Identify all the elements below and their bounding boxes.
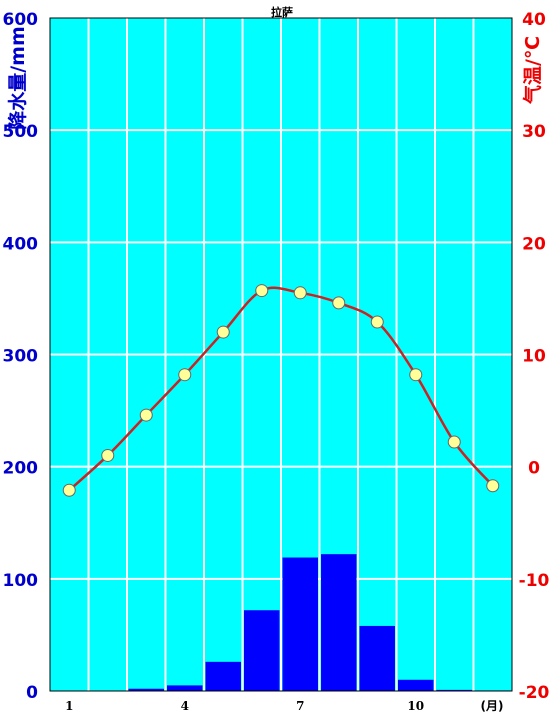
left-axis-ticks: 0 100 200 300 400 500 600 — [3, 10, 39, 703]
temp-point-11 — [447, 435, 461, 449]
precip-bar-9 — [359, 625, 395, 691]
temp-point-9 — [370, 315, 384, 329]
grid-lines — [50, 18, 512, 691]
right-axis-label: 气温/℃ — [521, 36, 544, 105]
precip-bar-3 — [128, 688, 164, 691]
precip-bar-4 — [167, 685, 203, 691]
temperature-markers — [62, 284, 500, 497]
x-tick-label: 4 — [181, 699, 189, 713]
left-tick-label: 200 — [3, 459, 39, 479]
temp-point-1 — [62, 483, 76, 497]
chart-title: 拉萨 — [271, 5, 293, 19]
left-tick-label: 300 — [3, 347, 39, 367]
precip-bar-5 — [205, 661, 241, 691]
left-tick-label: 0 — [26, 683, 38, 703]
right-tick-label: -20 — [519, 683, 550, 703]
temp-point-8 — [332, 296, 346, 310]
precip-bar-7 — [282, 557, 318, 691]
right-tick-label: 40 — [522, 10, 546, 30]
precip-bar-8 — [321, 554, 357, 691]
x-axis-ticks: 1 4 7 10 — [65, 699, 424, 713]
right-tick-label: 10 — [522, 347, 546, 367]
temp-point-3 — [139, 408, 153, 422]
temp-point-6 — [255, 284, 269, 298]
precip-bar-10 — [398, 679, 434, 691]
precip-bar-6 — [244, 610, 280, 691]
left-axis-label: 降水量/mm — [6, 26, 29, 130]
right-tick-label: 20 — [522, 234, 546, 254]
temp-point-2 — [101, 448, 115, 462]
right-tick-label: -10 — [519, 571, 550, 591]
left-tick-label: 500 — [3, 122, 39, 142]
left-tick-label: 400 — [3, 234, 39, 254]
x-tick-label: 7 — [296, 699, 304, 713]
x-tick-label: 10 — [407, 699, 424, 713]
plot-border — [49, 17, 513, 692]
precip-bar-11 — [436, 689, 472, 691]
precipitation-bars — [51, 554, 511, 691]
temp-point-7 — [293, 286, 307, 300]
temp-point-5 — [216, 325, 230, 339]
right-tick-label: 0 — [528, 459, 540, 479]
right-axis-ticks: -20 -10 0 10 20 30 40 — [519, 10, 550, 703]
x-axis-unit: (月) — [481, 699, 504, 713]
temp-point-4 — [178, 368, 192, 382]
left-tick-label: 100 — [3, 571, 39, 591]
x-tick-label: 1 — [65, 699, 73, 713]
temp-point-12 — [486, 479, 500, 493]
left-tick-label: 600 — [3, 10, 39, 30]
right-tick-label: 30 — [522, 122, 546, 142]
temp-point-10 — [409, 368, 423, 382]
